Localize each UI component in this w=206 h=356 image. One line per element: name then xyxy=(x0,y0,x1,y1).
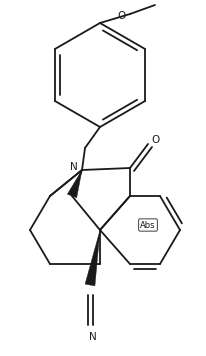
Text: N: N xyxy=(70,162,77,172)
Text: N: N xyxy=(89,332,96,342)
Polygon shape xyxy=(85,230,99,286)
Text: Abs: Abs xyxy=(140,220,155,230)
Text: O: O xyxy=(117,11,125,21)
Polygon shape xyxy=(67,170,82,198)
Text: O: O xyxy=(151,135,159,145)
